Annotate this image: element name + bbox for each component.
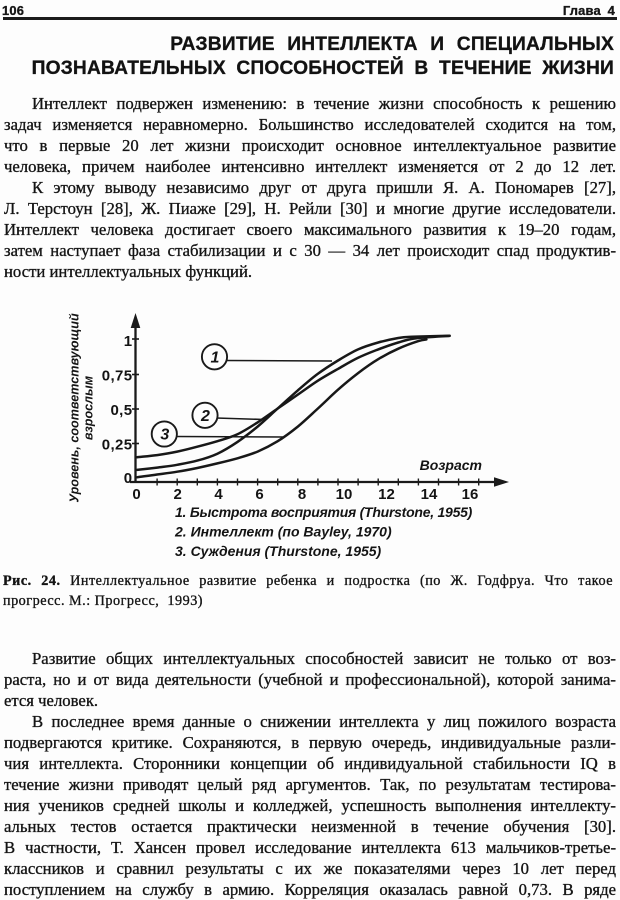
svg-text:2: 2 <box>200 408 210 425</box>
svg-text:2. Интеллект (по Bayley, 1970): 2. Интеллект (по Bayley, 1970) <box>174 524 392 540</box>
svg-text:10: 10 <box>336 486 353 503</box>
svg-text:3. Суждения (Thurstone, 1955): 3. Суждения (Thurstone, 1955) <box>175 543 382 559</box>
svg-text:16: 16 <box>462 486 479 503</box>
svg-text:8: 8 <box>298 486 306 503</box>
svg-text:Уровень, соответствующий: Уровень, соответствующий <box>68 313 82 503</box>
svg-text:1: 1 <box>124 333 133 350</box>
svg-text:1. Быстрота восприятия (Thurst: 1. Быстрота восприятия (Thurstone, 1955) <box>175 504 473 520</box>
svg-text:2: 2 <box>174 486 182 503</box>
svg-text:1: 1 <box>211 350 220 367</box>
svg-text:0: 0 <box>124 470 133 487</box>
svg-text:0,25: 0,25 <box>102 437 133 454</box>
svg-text:0: 0 <box>132 486 140 503</box>
svg-text:14: 14 <box>421 486 438 503</box>
svg-text:Возраст: Возраст <box>420 457 482 473</box>
svg-text:взрослым: взрослым <box>82 375 96 440</box>
svg-text:4: 4 <box>214 486 223 503</box>
svg-text:3: 3 <box>160 427 169 444</box>
svg-text:12: 12 <box>378 486 395 503</box>
svg-text:0,5: 0,5 <box>110 402 132 419</box>
svg-text:0,75: 0,75 <box>102 368 133 385</box>
svg-text:6: 6 <box>255 486 263 503</box>
